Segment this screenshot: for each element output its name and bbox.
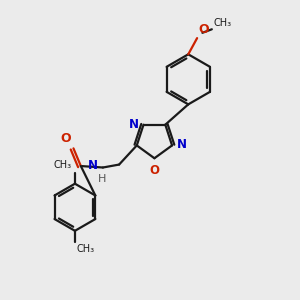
Text: O: O (61, 132, 71, 146)
Text: CH₃: CH₃ (53, 160, 71, 170)
Text: CH₃: CH₃ (76, 244, 94, 254)
Text: O: O (149, 164, 159, 176)
Text: N: N (177, 138, 187, 151)
Text: CH₃: CH₃ (213, 18, 231, 28)
Text: N: N (129, 118, 139, 130)
Text: O: O (199, 23, 209, 36)
Text: H: H (98, 174, 106, 184)
Text: N: N (88, 159, 98, 172)
